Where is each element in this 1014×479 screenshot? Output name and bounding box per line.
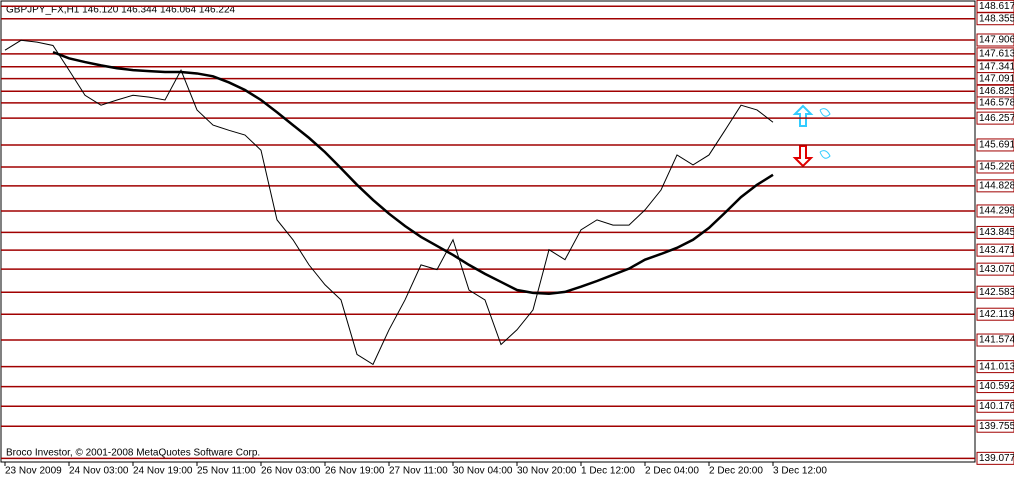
y-tick-label: 146.578: [979, 98, 1014, 109]
y-tick-label: 139.755: [979, 421, 1014, 432]
hand-icon: [819, 150, 831, 159]
y-tick-label: 146.825: [979, 86, 1014, 97]
y-tick-label: 141.013: [979, 361, 1014, 372]
signal-arrows: [792, 104, 831, 168]
level-label-box: [976, 225, 1014, 239]
x-tick-label: 2 Dec 20:00: [709, 466, 763, 477]
level-label-box: [976, 111, 1014, 125]
level-label-box: [976, 179, 1014, 193]
up-arrow: [792, 104, 814, 127]
y-tick-label: 141.574: [979, 335, 1014, 346]
x-tick-label: 23 Nov 2009: [5, 466, 62, 477]
x-tick-label: 24 Nov 19:00: [133, 466, 193, 477]
x-tick-label: 26 Nov 19:00: [325, 466, 385, 477]
y-tick-label: 140.592: [979, 381, 1014, 392]
level-label-box: [976, 12, 1014, 26]
level-label-box: [976, 451, 1014, 465]
y-tick-label: 145.691: [979, 140, 1014, 151]
level-label-box: [976, 72, 1014, 86]
y-tick-label: 147.341: [979, 61, 1014, 72]
level-label-box: [976, 380, 1014, 394]
x-tick-label: 3 Dec 12:00: [773, 466, 827, 477]
y-tick-label: 142.119: [979, 309, 1014, 320]
y-tick-label: 144.298: [979, 206, 1014, 217]
y-tick-label: 143.845: [979, 227, 1014, 238]
x-tick-label: 1 Dec 12:00: [581, 466, 635, 477]
level-label-box: [976, 360, 1014, 374]
down-arrow: [792, 145, 814, 168]
level-label-box: [976, 419, 1014, 433]
level-label-box: [976, 399, 1014, 413]
level-label-box: [976, 33, 1014, 47]
y-tick-label: 143.070: [979, 264, 1014, 275]
y-tick-label: 148.617: [979, 1, 1014, 12]
y-tick-label: 148.355: [979, 13, 1014, 24]
level-label-box: [976, 47, 1014, 61]
x-tick-label: 24 Nov 03:00: [69, 466, 129, 477]
level-label-box: [976, 204, 1014, 218]
y-tick-label: 140.176: [979, 401, 1014, 412]
y-tick-label: 147.906: [979, 35, 1014, 46]
footer: Broco Investor, © 2001-2008 MetaQuotes S…: [6, 448, 260, 459]
y-tick-label: 139.077: [979, 453, 1014, 464]
y-tick-label: 145.226: [979, 162, 1014, 173]
level-label-box: [976, 96, 1014, 110]
level-label-box: [976, 333, 1014, 347]
x-tick-label: 30 Nov 20:00: [517, 466, 577, 477]
level-label-box: [976, 138, 1014, 152]
level-label-box: [976, 285, 1014, 299]
x-tick-label: 27 Nov 11:00: [389, 466, 448, 477]
x-tick-label: 26 Nov 03:00: [261, 466, 321, 477]
y-tick-label: 142.583: [979, 287, 1014, 298]
y-tick-label: 147.613: [979, 49, 1014, 60]
level-label-box: [976, 160, 1014, 174]
level-label-box: [976, 262, 1014, 276]
moving-average: [52, 50, 774, 296]
y-tick-label: 146.257: [979, 113, 1014, 124]
x-tick-label: 25 Nov 11:00: [197, 466, 256, 477]
x-tick-label: 2 Dec 04:00: [645, 466, 699, 477]
chart-title: GBPJPY_FX,H1 146.120 146.344 146.064 146…: [6, 5, 236, 16]
plot-frame: [0, 0, 976, 463]
hand-icon: [819, 108, 831, 117]
y-tick-label: 144.828: [979, 180, 1014, 191]
y-tick-label: 143.471: [979, 245, 1014, 256]
level-label-box: [976, 243, 1014, 257]
x-tick-label: 30 Nov 04:00: [453, 466, 513, 477]
y-tick-label: 147.091: [979, 73, 1014, 84]
price-line: [4, 39, 774, 366]
level-label-box: [976, 307, 1014, 321]
